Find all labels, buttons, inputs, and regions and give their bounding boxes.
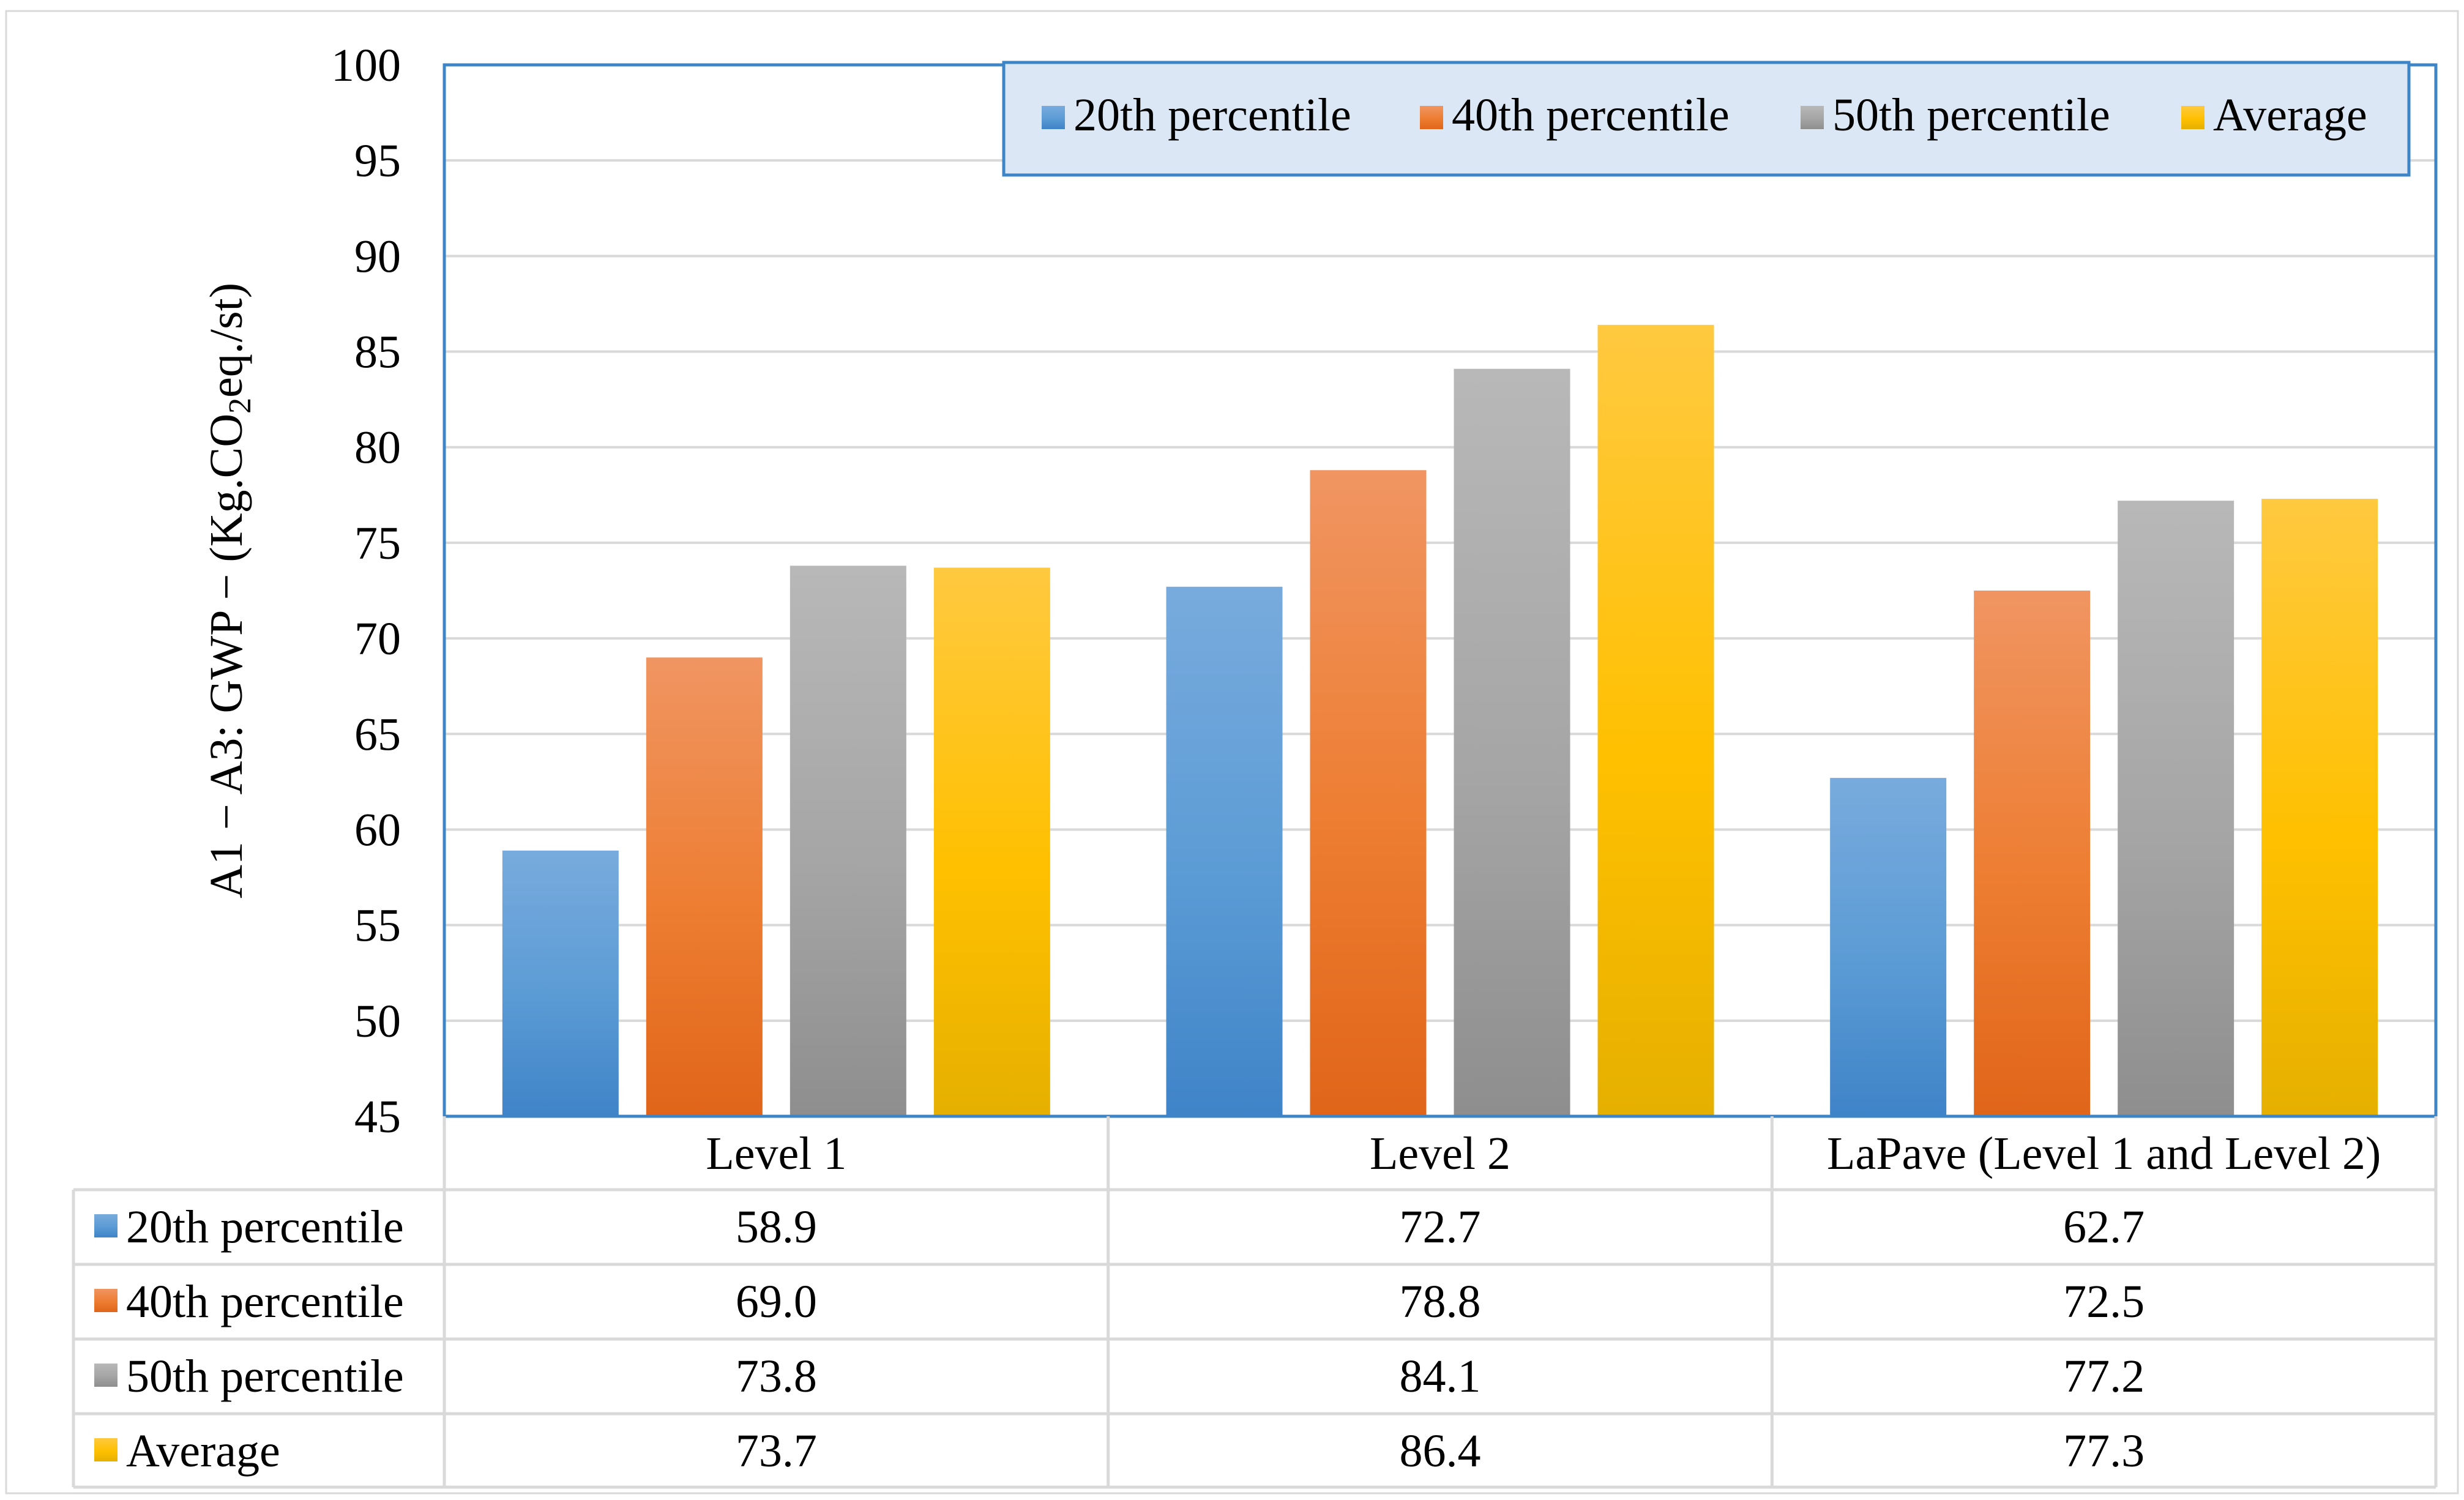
- bar-50th-percentile: [2118, 501, 2234, 1116]
- y-tick-label: 50: [354, 996, 401, 1047]
- y-tick-label: 80: [354, 422, 401, 474]
- table-cell-value: 86.4: [1400, 1425, 1481, 1477]
- legend-label: 20th percentile: [1073, 89, 1351, 141]
- y-tick-label: 60: [354, 804, 401, 856]
- bar-40th-percentile: [1974, 591, 2091, 1116]
- legend-box: [1002, 61, 2411, 177]
- bar-40th-percentile: [1310, 470, 1427, 1116]
- y-tick-label: 75: [354, 518, 401, 569]
- y-axis-title-main: A1 − A3: GWP − (Kg.CO: [201, 414, 252, 898]
- bar-average: [933, 567, 1050, 1116]
- table-cell-value: 62.7: [2063, 1201, 2145, 1253]
- table-cell-value: 72.5: [2063, 1276, 2145, 1327]
- bar-50th-percentile: [1454, 368, 1570, 1116]
- y-axis-title-tail: eq./st): [201, 283, 252, 398]
- data-table: Level 1 Level 2 LaPave (Level 1 and Level …: [72, 1116, 2438, 1489]
- bar-20th-percentile: [1166, 586, 1283, 1116]
- bar-20th-percentile: [502, 850, 619, 1116]
- y-tick-label: 100: [331, 40, 401, 91]
- table-cell-value: 77.2: [2063, 1351, 2145, 1402]
- table-cell-value: 58.9: [736, 1201, 817, 1253]
- table-row-header: 40th percentile: [126, 1276, 404, 1327]
- table-cell-value: 73.7: [736, 1425, 817, 1477]
- legend-swatch: [1801, 106, 1824, 129]
- y-axis-title: A1 − A3: GWP − (Kg.CO2eq./st): [201, 283, 258, 898]
- legend-label: 50th percentile: [1832, 89, 2110, 141]
- y-tick-label: 45: [354, 1091, 401, 1143]
- y-tick-label: 55: [354, 900, 401, 952]
- bar-50th-percentile: [790, 565, 906, 1116]
- y-tick-label: 95: [354, 135, 401, 187]
- table-legend-swatch: [94, 1214, 118, 1237]
- table-cell-value: 72.7: [1400, 1201, 1481, 1253]
- y-axis-title-subscript: 2: [223, 398, 258, 414]
- bar-average: [1597, 324, 1714, 1116]
- y-tick-label: 90: [354, 231, 401, 282]
- table-cell-value: 77.3: [2063, 1425, 2145, 1477]
- bar-40th-percentile: [646, 657, 763, 1116]
- legend-swatch: [1042, 106, 1065, 129]
- table-row-header: 50th percentile: [126, 1351, 404, 1402]
- table-legend-swatch: [94, 1289, 118, 1312]
- table-cell-value: 78.8: [1400, 1276, 1481, 1327]
- table-cell-value: 73.8: [736, 1351, 817, 1402]
- legend-swatch: [2181, 106, 2205, 129]
- legend-swatch: [1420, 106, 1443, 129]
- bar-20th-percentile: [1830, 778, 1947, 1116]
- bars: [502, 324, 2378, 1116]
- y-tick-label: 70: [354, 613, 401, 665]
- table-category-header: LaPave (Level 1 and Level 2): [1827, 1128, 2381, 1179]
- legend-label: 40th percentile: [1452, 89, 1730, 141]
- table-row-header: Average: [126, 1425, 280, 1477]
- figure-border: [5, 10, 2459, 1494]
- table-cell-value: 84.1: [1400, 1351, 1481, 1402]
- table-category-header: Level 2: [1370, 1128, 1510, 1179]
- table-legend-swatch: [94, 1364, 118, 1387]
- bar-average: [2261, 499, 2378, 1116]
- y-axis-tick-labels: 45 50 55 60 65 70 75 80 85 90 95 100: [331, 40, 401, 1143]
- table-category-header: Level 1: [706, 1128, 846, 1179]
- legend: 20th percentile 40th percentile 50th perce…: [1002, 61, 2411, 177]
- table-row-header: 20th percentile: [126, 1201, 404, 1253]
- table-legend-swatch: [94, 1438, 118, 1461]
- y-tick-label: 85: [354, 327, 401, 378]
- y-tick-label: 65: [354, 709, 401, 760]
- table-cell-value: 69.0: [736, 1276, 817, 1327]
- legend-label: Average: [2213, 89, 2367, 141]
